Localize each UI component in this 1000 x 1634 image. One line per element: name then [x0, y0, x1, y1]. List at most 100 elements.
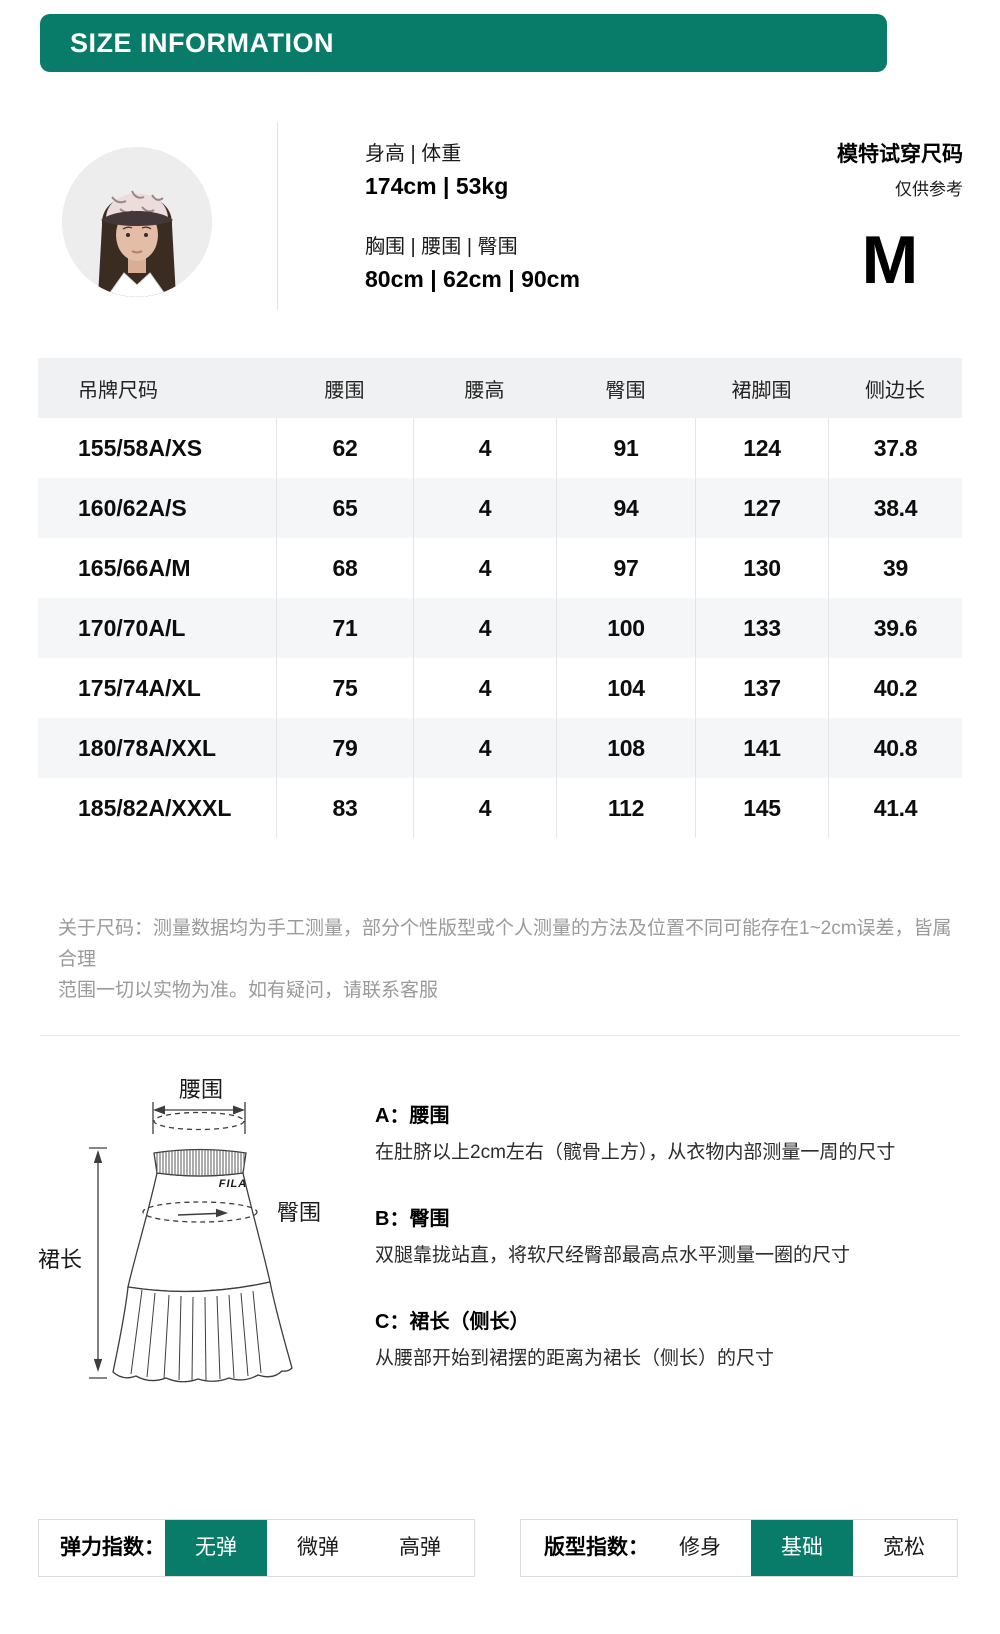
elasticity-options: 无弹 微弹 高弹 — [165, 1520, 471, 1576]
length-diagram-label: 裙长 — [38, 1247, 82, 1272]
height-weight-label: 身高 | 体重 — [365, 143, 462, 165]
size-label-cell: 160/62A/S — [78, 494, 187, 521]
size-value-cell: 97 — [556, 538, 695, 598]
size-value-cell: 39 — [828, 538, 962, 598]
size-label-cell: 165/66A/M — [78, 554, 191, 581]
size-label-cell: 175/74A/XL — [78, 674, 201, 701]
size-label-cell: 180/78A/XXL — [78, 734, 217, 761]
size-value-cell: 127 — [695, 478, 828, 538]
guide-desc: 从腰部开始到裙摆的距离为裙长（侧长）的尺寸 — [375, 1348, 775, 1369]
size-value-cell: 40.8 — [828, 718, 962, 778]
size-value-cell: 141 — [695, 718, 828, 778]
size-value-cell: 104 — [556, 658, 695, 718]
table-row: 165/66A/M 68 4 97 130 39 — [38, 538, 962, 598]
guide-item-length: C：裙长（侧长） 从腰部开始到裙摆的距离为裙长（侧长）的尺寸 — [375, 1308, 975, 1373]
size-label-cell: 185/82A/XXXL — [78, 794, 232, 821]
table-row: 170/70A/L 71 4 100 133 39.6 — [38, 598, 962, 658]
index-option: 宽松 — [883, 1536, 925, 1559]
size-table-body: 155/58A/XS 62 4 91 124 37.8 160/62A/S 65 4 94 127 3… — [38, 418, 962, 838]
model-illustration — [62, 147, 212, 297]
index-option: 无弹 — [165, 1520, 267, 1576]
fit-options: 修身 基础 宽松 — [649, 1520, 955, 1576]
guide-desc: 双腿靠拢站直，将软尺经臀部最高点水平测量一圈的尺寸 — [375, 1245, 851, 1266]
hip-diagram-label: 臀围 — [277, 1200, 321, 1225]
column-header: 腰高 — [464, 379, 505, 402]
guide-desc: 在肚脐以上2cm左右（髋骨上方），从衣物内部测量一周的尺寸 — [375, 1142, 896, 1163]
index-option: 高弹 — [399, 1536, 441, 1559]
size-note-line1: 关于尺码：测量数据均为手工测量，部分个性版型或个人测量的方法及位置不同可能存在1… — [58, 918, 952, 970]
size-value-cell: 145 — [695, 778, 828, 838]
index-option: 微弹 — [297, 1536, 339, 1559]
size-table: 吊牌尺码 腰围 腰高 臀围 裙脚围 侧边长 155/58A/XS 62 4 91 124 37.8 1… — [38, 358, 962, 838]
size-value-cell: 65 — [276, 478, 413, 538]
fit-label: 版型指数： — [544, 1536, 649, 1559]
elasticity-label: 弹力指数： — [60, 1536, 165, 1559]
size-value-cell: 40.2 — [828, 658, 962, 718]
skirt-diagram: FILA 腰围 臀围 裙长 — [38, 1077, 321, 1383]
size-value-cell: 4 — [413, 778, 556, 838]
size-value-cell: 124 — [695, 418, 828, 478]
divider-horizontal — [40, 1035, 960, 1036]
measure-guide: A：腰围 在肚脐以上2cm左右（髋骨上方），从衣物内部测量一周的尺寸 B：臀围 … — [375, 1102, 975, 1411]
size-note-line2: 范围一切以实物为准。如有疑问，请联系客服 — [58, 980, 439, 1001]
column-header: 吊牌尺码 — [78, 379, 158, 402]
column-header: 侧边长 — [865, 379, 925, 402]
size-value-cell: 112 — [556, 778, 695, 838]
fitting-size-title: 模特试穿尺码 — [837, 143, 963, 166]
column-header: 裙脚围 — [731, 379, 792, 402]
table-row: 180/78A/XXL 79 4 108 141 40.8 — [38, 718, 962, 778]
size-value-cell: 130 — [695, 538, 828, 598]
size-value-cell: 133 — [695, 598, 828, 658]
column-header: 臀围 — [605, 379, 646, 402]
guide-title: C：裙长（侧长） — [375, 1311, 530, 1333]
size-value-cell: 4 — [413, 718, 556, 778]
waist-diagram-label: 腰围 — [179, 1077, 223, 1102]
guide-item-waist: A：腰围 在肚脐以上2cm左右（髋骨上方），从衣物内部测量一周的尺寸 — [375, 1102, 975, 1167]
size-value-cell: 39.6 — [828, 598, 962, 658]
height-weight-value: 174cm | 53kg — [365, 173, 509, 199]
size-value-cell: 94 — [556, 478, 695, 538]
size-value-cell: 100 — [556, 598, 695, 658]
size-value-cell: 4 — [413, 418, 556, 478]
size-table-header: 吊牌尺码 腰围 腰高 臀围 裙脚围 侧边长 — [38, 358, 962, 418]
table-row: 185/82A/XXXL 83 4 112 145 41.4 — [38, 778, 962, 838]
size-value-cell: 68 — [276, 538, 413, 598]
size-value-cell: 75 — [276, 658, 413, 718]
size-value-cell: 4 — [413, 658, 556, 718]
size-value-cell: 137 — [695, 658, 828, 718]
model-photo — [62, 147, 212, 297]
size-value-cell: 37.8 — [828, 418, 962, 478]
divider-vertical — [277, 122, 278, 310]
index-option: 修身 — [679, 1536, 721, 1559]
size-value-cell: 38.4 — [828, 478, 962, 538]
fitting-size-note: 仅供参考 — [895, 180, 963, 199]
size-value-cell: 91 — [556, 418, 695, 478]
size-note: 关于尺码：测量数据均为手工测量，部分个性版型或个人测量的方法及位置不同可能存在1… — [58, 913, 958, 1006]
bwh-label: 胸围 | 腰围 | 臀围 — [365, 236, 518, 258]
bwh-value: 80cm | 62cm | 90cm — [365, 266, 580, 292]
size-value-cell: 83 — [276, 778, 413, 838]
size-value-cell: 4 — [413, 598, 556, 658]
model-size: M — [861, 222, 919, 298]
size-label-cell: 170/70A/L — [78, 614, 186, 641]
guide-title: B：臀围 — [375, 1208, 450, 1230]
table-row: 155/58A/XS 62 4 91 124 37.8 — [38, 418, 962, 478]
size-value-cell: 62 — [276, 418, 413, 478]
page-title: SIZE INFORMATION — [40, 14, 887, 72]
size-value-cell: 71 — [276, 598, 413, 658]
guide-item-hip: B：臀围 双腿靠拢站直，将软尺经臀部最高点水平测量一圈的尺寸 — [375, 1205, 975, 1270]
size-value-cell: 4 — [413, 538, 556, 598]
size-value-cell: 4 — [413, 478, 556, 538]
brand-logo: FILA — [219, 1178, 247, 1190]
size-value-cell: 79 — [276, 718, 413, 778]
size-value-cell: 108 — [556, 718, 695, 778]
elasticity-index: 弹力指数： 无弹 微弹 高弹 — [38, 1519, 475, 1577]
table-row: 160/62A/S 65 4 94 127 38.4 — [38, 478, 962, 538]
size-label-cell: 155/58A/XS — [78, 434, 203, 461]
table-row: 175/74A/XL 75 4 104 137 40.2 — [38, 658, 962, 718]
size-value-cell: 41.4 — [828, 778, 962, 838]
index-option: 基础 — [751, 1520, 853, 1576]
fit-index: 版型指数： 修身 基础 宽松 — [520, 1519, 958, 1577]
column-header: 腰围 — [324, 379, 365, 402]
guide-title: A：腰围 — [375, 1105, 450, 1127]
